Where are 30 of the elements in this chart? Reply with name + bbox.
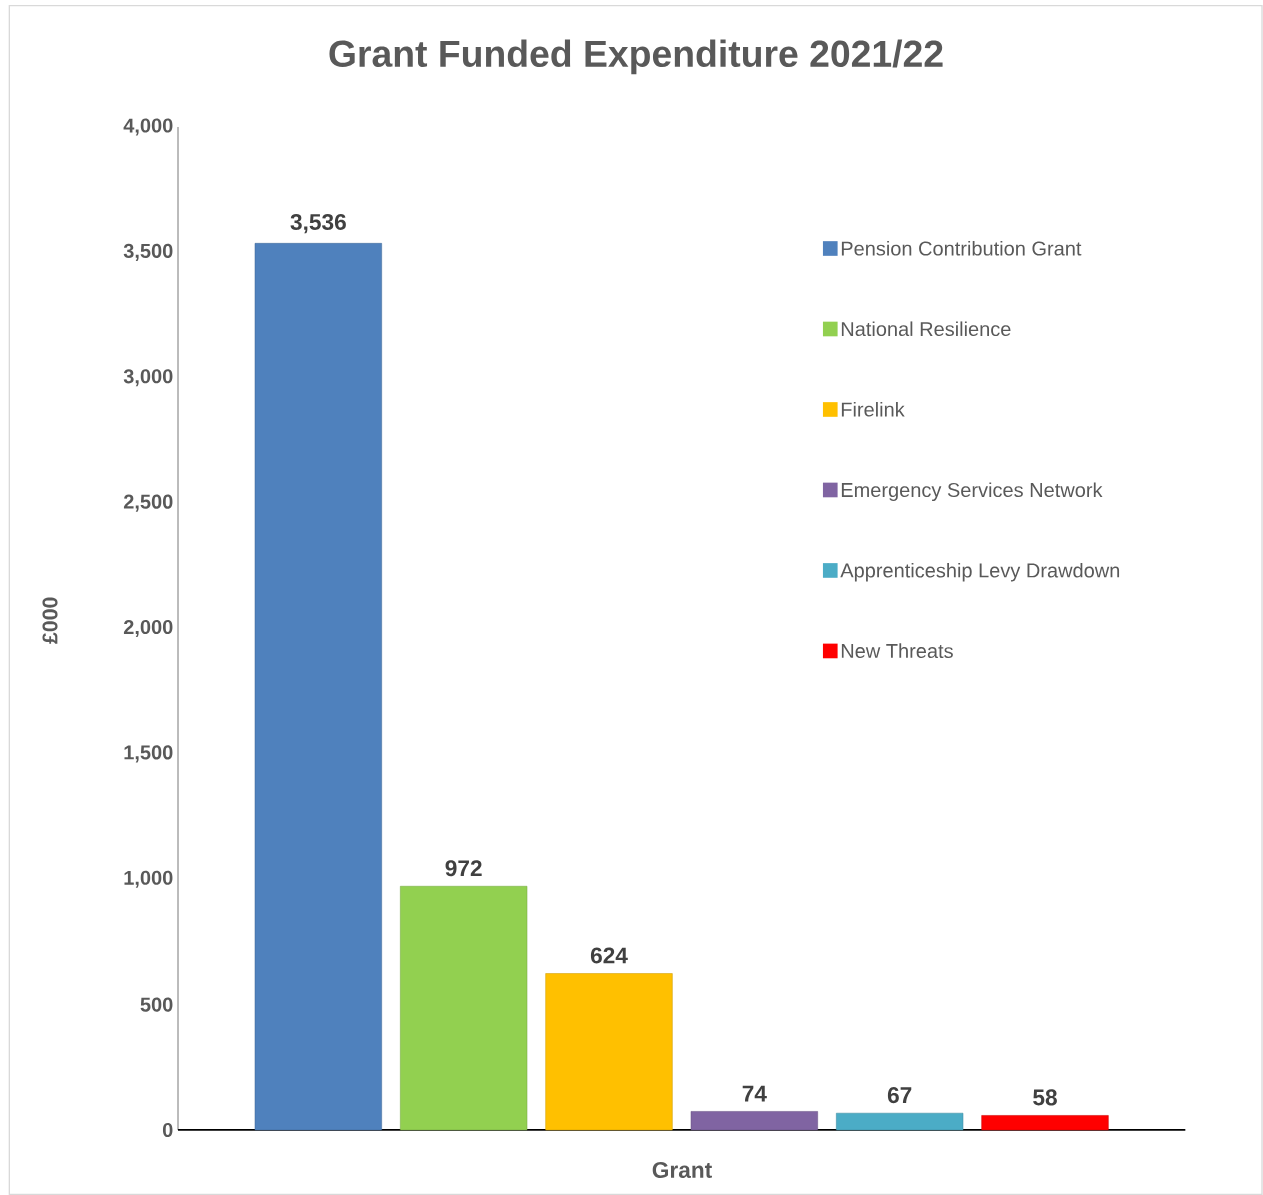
y-tick-label: 0 [162,1122,173,1138]
y-tick-label: 1,000 [124,870,173,888]
y-axis-title: £000 [42,597,58,644]
legend-label: Emergency Services Network [841,482,1103,502]
data-label: 67 [887,1087,912,1104]
bar [836,1112,964,1131]
data-label: 972 [445,860,482,877]
legend-label: Apprenticeship Levy Drawdown [840,562,1120,582]
data-label: 58 [1033,1089,1057,1106]
y-tick-label: 4,000 [123,118,173,136]
y-tick-label: 3,500 [123,243,173,261]
legend-label: Firelink [841,401,905,417]
y-tick-label: 500 [140,997,173,1012]
bar [254,243,382,1131]
y-tick-label: 3,000 [123,369,173,387]
chart-title: Grant Funded Expenditure 2021/22 [329,39,943,75]
y-tick-label: 1,500 [124,745,173,763]
y-tick-label: 2,500 [123,494,173,512]
x-axis-title: Grant [652,1161,712,1179]
legend-label: Pension Contribution Grant [841,240,1082,256]
bar [545,973,673,1131]
legend-label: National Resilience [841,321,1011,337]
bar [690,1111,818,1131]
y-tick-label: 2,000 [123,619,173,638]
data-label: 624 [590,947,628,964]
bar [981,1115,1109,1131]
legend-label: New Threats [841,643,953,659]
data-label: 74 [742,1085,767,1102]
bar [400,885,528,1131]
data-label: 3,536 [290,213,346,234]
